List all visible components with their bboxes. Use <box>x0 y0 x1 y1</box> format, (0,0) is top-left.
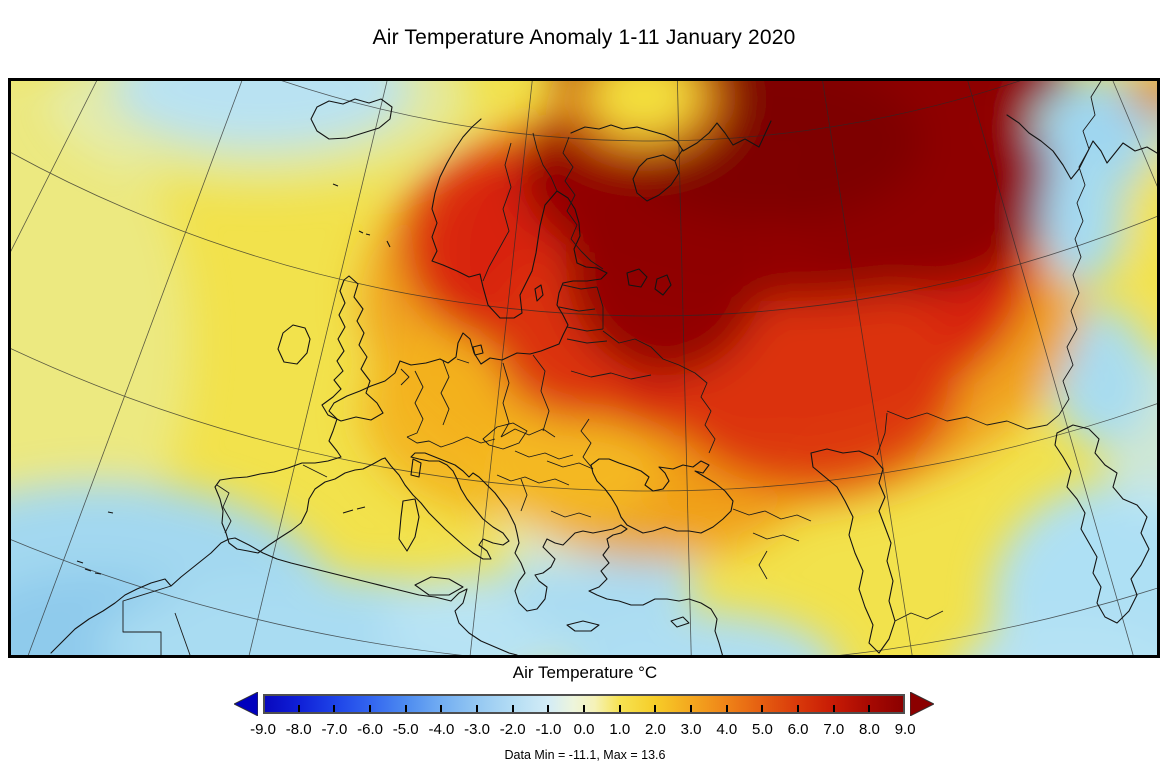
coast-sicily <box>414 576 464 596</box>
coast-crete <box>566 620 600 632</box>
tick-label: 9.0 <box>894 721 916 738</box>
tick-label: -9.0 <box>250 721 276 738</box>
tick-label: -3.0 <box>464 721 490 738</box>
tick-label: 0.0 <box>573 721 595 738</box>
tick-label: -4.0 <box>428 721 455 738</box>
tick-label: 7.0 <box>823 721 845 738</box>
coast-aral-region <box>1054 424 1150 624</box>
tick-label: 3.0 <box>680 721 702 738</box>
coast-iceland <box>310 98 393 140</box>
coast-zealand <box>472 344 484 356</box>
tick-label: 2.0 <box>644 721 666 738</box>
coast-north-africa <box>50 537 518 655</box>
colorbar-title: Air Temperature °C <box>512 663 658 682</box>
coast-italy-balkans-turkey <box>384 452 724 655</box>
coast-sardinia <box>398 498 420 552</box>
anomaly-yellow-north-cape <box>589 81 699 136</box>
page-title: Air Temperature Anomaly 1-11 January 202… <box>372 26 796 49</box>
colorbar-left-arrow <box>234 692 258 716</box>
colorbar-tickmarks <box>265 696 903 712</box>
coast-white-sea <box>632 148 684 202</box>
coast-gotland <box>534 284 544 302</box>
coast-cyprus <box>670 616 690 628</box>
data-minmax-note: Data Min = -11.1, Max = 13.6 <box>504 748 666 762</box>
tick-label: -6.0 <box>357 721 383 738</box>
coast-corsica <box>410 458 422 478</box>
anomaly-blue-ural-south <box>1051 306 1151 446</box>
tick-label: -5.0 <box>392 721 419 738</box>
colorbar-gradient <box>263 694 905 714</box>
coast-arctic-white-sea <box>570 120 772 152</box>
coast-caspian-sea <box>810 448 896 654</box>
lake-onega <box>654 274 672 296</box>
tick-label: -2.0 <box>499 721 526 738</box>
tick-label: 4.0 <box>716 721 738 738</box>
colorbar-tick-labels: -9.0 -8.0 -7.0 -6.0 -5.0 -4.0 -3.0 -2.0 -1.0 0.0 1… <box>245 721 923 738</box>
coast-ireland <box>277 324 311 365</box>
tick-label: 5.0 <box>752 721 773 738</box>
anomaly-field <box>11 81 1157 655</box>
colorbar-right-arrow <box>910 692 934 716</box>
europe-anomaly-map <box>11 81 1157 655</box>
coast-canary-madeira <box>76 183 391 575</box>
country-borders <box>122 81 1102 655</box>
map-frame <box>8 78 1160 658</box>
lake-ladoga <box>626 268 648 288</box>
coast-balearics <box>342 506 366 514</box>
tick-label: -1.0 <box>535 721 562 738</box>
tick-label: 1.0 <box>609 721 631 738</box>
tick-label: -8.0 <box>285 721 312 738</box>
anomaly-blue-north-of-iceland <box>111 81 411 149</box>
tick-label: 8.0 <box>859 721 880 738</box>
anomaly-blue-southeast <box>991 481 1157 655</box>
anomaly-blue-ural-north <box>1041 146 1125 286</box>
coast-mainland-europe <box>214 118 608 554</box>
coast-great-britain <box>321 275 384 422</box>
tick-label: 6.0 <box>787 721 809 738</box>
tick-label: -7.0 <box>321 721 348 738</box>
